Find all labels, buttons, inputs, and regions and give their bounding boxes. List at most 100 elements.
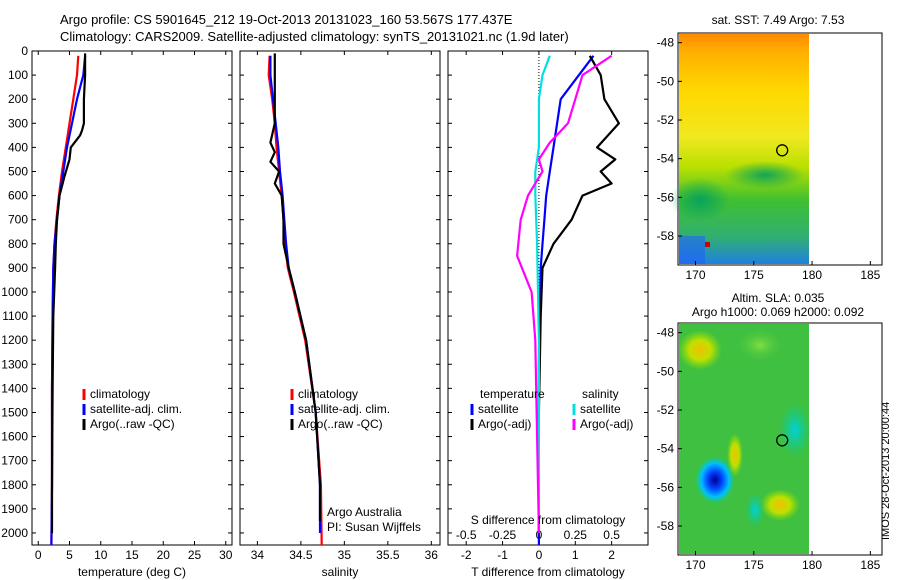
map-y-tick-label: -56 [657,190,675,204]
legend-label: Argo(..raw -QC) [298,417,383,431]
x-tick-label: 1 [572,548,579,562]
sla-map-title-line1: Altim. SLA: 0.035 [732,291,825,305]
salinity-xlabel: salinity [322,565,359,579]
x-tick-label: 30 [219,548,233,562]
x-tick-label: 35.5 [376,548,400,562]
y-tick-label: 1000 [1,285,28,299]
x-tick-label: 35 [338,548,352,562]
salinity-frame [239,50,441,546]
legend-label: climatology [90,387,150,401]
y-tick-label: 800 [8,237,28,251]
sla-low-3 [745,492,765,528]
sst-field [679,34,809,264]
y-tick-label: 2000 [1,526,28,540]
map-y-tick-label: -48 [657,36,675,50]
map-x-tick-label: 175 [744,268,764,282]
series-argo-adj- [537,55,621,533]
profile-title: Argo profile: CS 5901645_212 19-Oct-2013… [60,12,513,27]
map-y-tick-label: -54 [657,442,675,456]
sla-low-2 [779,402,811,458]
temperature-xlabel: temperature (deg C) [78,565,186,579]
sla-map-panel: Altim. SLA: 0.035 Argo h1000: 0.069 h200… [657,291,883,572]
legend-temperature-title: temperature [480,387,545,401]
sst-argo-marker [776,144,789,157]
y-tick-label: 400 [8,140,28,154]
y-tick-label: 1300 [1,357,28,371]
map-y-tick-label: -56 [657,480,675,494]
y-tick-label: 600 [8,189,28,203]
y-tick-label: 500 [8,164,28,178]
x-tick-label: -2 [461,548,472,562]
legend-label: Argo(-adj) [478,417,531,431]
x-tick-label: 0 [35,548,42,562]
salinity-panel: 34 34.5 35 35.5 36 climatologysatellite-adj.… [239,50,441,579]
legend-salinity-title: salinity [582,387,619,401]
argo-annotation-line1: Argo Australia [327,505,402,519]
y-tick-label: 1900 [1,502,28,516]
map-y-tick-label: -48 [657,326,675,340]
y-tick-label: 900 [8,261,28,275]
y-tick-label: 300 [8,116,28,130]
map-x-tick-label: 185 [860,268,880,282]
y-tick-label: 1600 [1,430,28,444]
sla-high-4 [760,489,800,521]
argo-annotation-line2: PI: Susan Wijffels [327,520,421,534]
y-tick-label: 700 [8,213,28,227]
legend-label: climatology [298,387,358,401]
map-y-tick-label: -52 [657,403,675,417]
series-argo-raw-qc- [269,53,322,521]
s-tick-label: 0.5 [603,528,620,542]
y-tick-label: 1800 [1,478,28,492]
legend-label: satellite [478,402,519,416]
sla-argo-marker [776,434,789,447]
map-y-tick-label: -50 [657,364,675,378]
s-difference-label: S difference from climatology [471,513,626,527]
map-y-tick-label: -58 [657,519,675,533]
x-tick-label: 25 [188,548,202,562]
x-tick-label: 34.5 [289,548,313,562]
x-tick-label: 5 [66,548,73,562]
s-tick-label: -0.25 [489,528,517,542]
map-x-tick-label: 180 [802,558,822,572]
temperature-frame [31,50,233,546]
series-satellite [534,55,551,533]
map-y-tick-label: -58 [657,229,675,243]
sst-map-title: sat. SST: 7.49 Argo: 7.53 [712,13,845,27]
x-tick-label: 10 [94,548,108,562]
legend-label: satellite [580,402,621,416]
x-tick-label: 36 [425,548,439,562]
climatology-title: Climatology: CARS2009. Satellite-adjuste… [60,29,569,44]
y-tick-label: 1100 [2,309,28,323]
series-satellite [537,55,595,545]
y-tick-label: 100 [8,68,28,82]
y-tick-label: 1500 [1,405,28,419]
x-tick-label: 2 [608,548,615,562]
x-tick-label: -1 [497,548,508,562]
temperature-panel: 0 5 10 15 20 25 300100200300400500600700800900… [1,44,232,579]
y-tick-label: 0 [21,44,28,58]
y-tick-label: 1700 [1,454,28,468]
map-y-tick-label: -54 [657,152,675,166]
imos-timestamp: IMOS 28-Oct-2013 20:00:44 [880,401,892,540]
map-x-tick-label: 180 [802,268,822,282]
map-x-tick-label: 175 [744,558,764,572]
sst-map-panel: sat. SST: 7.49 Argo: 7.53 170 175 180 185 -4… [657,13,883,282]
map-x-tick-label: 170 [685,558,705,572]
legend-label: satellite-adj. clim. [90,402,182,416]
s-tick-label: 0.25 [564,528,588,542]
sla-low-eddy [695,456,735,504]
sla-map-title-line2: Argo h1000: 0.069 h2000: 0.092 [692,305,864,319]
y-tick-label: 1400 [1,381,28,395]
legend-label: Argo(-adj) [580,417,633,431]
map-y-tick-label: -52 [657,113,675,127]
map-x-tick-label: 170 [685,268,705,282]
x-tick-label: 15 [125,548,139,562]
x-tick-label: 20 [157,548,171,562]
sst-red-pixel [705,242,710,247]
sla-high-3 [727,433,743,477]
sst-cold-patch [670,178,730,222]
legend-label: Argo(..raw -QC) [90,417,175,431]
series-argo-raw-qc- [50,53,87,533]
sst-cold-patch-2 [725,161,805,189]
